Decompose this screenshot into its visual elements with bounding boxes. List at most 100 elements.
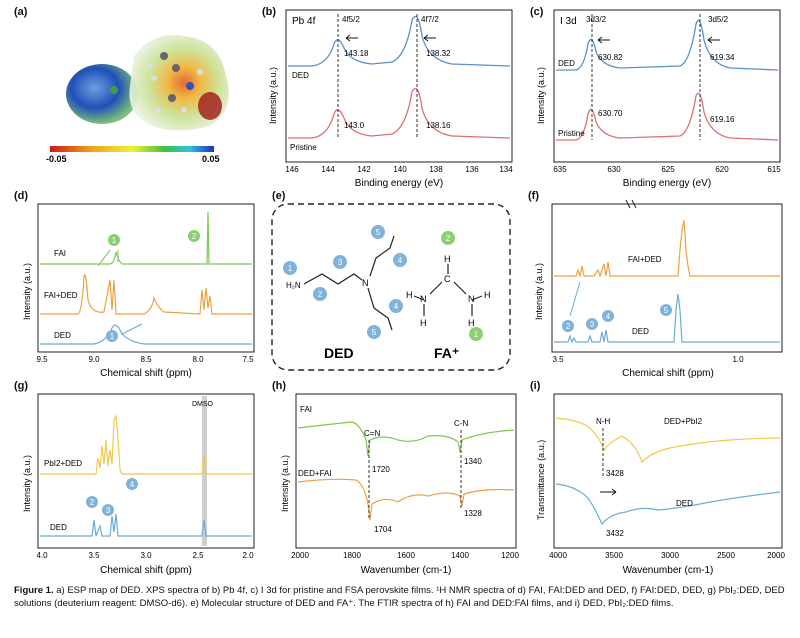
x-ticks: 2000 1800 1600 1400 1200 (291, 551, 519, 560)
x-tick: 3.5 (552, 355, 564, 364)
badge-4 (126, 478, 138, 490)
panel-h: (h) Intensity (a.u.) FAI DED+FAI C=N C-N… (272, 380, 522, 580)
shift-arrow-2 (707, 36, 720, 44)
x-ticks: 3.5 1.0 (552, 355, 744, 364)
pristine-value-1: 630.70 (598, 109, 623, 118)
peak-3432: 3432 (606, 529, 624, 538)
x-tick: 2000 (767, 551, 785, 560)
plot-frame (553, 9, 781, 163)
ded-trace-label: DED (676, 499, 693, 508)
shift-arrow-1 (597, 36, 610, 44)
esp-scale-min: -0.05 (46, 154, 67, 164)
ded-trace-label: DED (558, 59, 575, 68)
fa-n-right: N (468, 294, 475, 304)
ded-trace-label: DED (292, 71, 309, 80)
y-axis-label: Transmittance (a.u.) (536, 440, 546, 520)
badge-text: 5 (376, 228, 381, 237)
panel-e-label: (e) (272, 190, 286, 202)
panel-g: (g) DMSO Intensity (a.u.) PbI2+DED DED 2… (14, 380, 260, 580)
amine-group: H₂N (286, 281, 301, 290)
y-axis-label: Intensity (a.u.) (22, 455, 32, 512)
fa-h-right: H (484, 290, 491, 300)
panel-c-label: (c) (530, 6, 544, 18)
esp-map: -0.05 0.05 (46, 34, 229, 164)
nmr-d-chart: Intensity (a.u.) FAI FAI+DED DED 1 2 1 9… (22, 203, 255, 379)
x-tick: 3.0 (140, 551, 152, 560)
badge-text: 4 (394, 302, 399, 311)
panel-d: (d) Intensity (a.u.) FAI FAI+DED DED 1 2… (14, 190, 260, 380)
pristine-value-2: 619.16 (710, 115, 735, 124)
axis-break (625, 199, 637, 209)
panel-d-label: (d) (14, 190, 29, 202)
esp-scale-max: 0.05 (202, 154, 220, 164)
plot-frame (285, 9, 513, 163)
pbi-ded-trace (40, 413, 252, 475)
panel-b: (b) Pb 4f Intensity (a.u.) 4f5/2 4f7/2 1… (262, 4, 520, 190)
badge-text: 5 (664, 306, 669, 315)
peak-1328: 1328 (464, 509, 482, 518)
fai-trace (297, 421, 515, 457)
x-tick: 625 (661, 165, 675, 174)
ded-bonds (303, 235, 395, 331)
x-tick: 4.0 (36, 551, 48, 560)
x-axis-label: Wavenumber (cm-1) (623, 565, 714, 576)
atoms (110, 52, 203, 113)
panel-i-label: (i) (530, 380, 541, 392)
fai-ded-trace (554, 219, 780, 279)
badge-5-top (371, 225, 385, 239)
nh-label: N-H (596, 417, 610, 426)
shift-arrow-1 (345, 34, 358, 42)
x-tick: 2.0 (242, 551, 254, 560)
x-tick: 1200 (501, 551, 519, 560)
x-tick: 630 (607, 165, 621, 174)
fai-trace (40, 211, 252, 265)
esp-color-scale (50, 146, 214, 152)
fa-bonds (413, 264, 483, 316)
ded-pbi-trace (555, 417, 781, 464)
x-tick: 2.5 (192, 551, 204, 560)
fai-ded-trace-label: FAI+DED (44, 291, 78, 300)
x-tick: 3500 (605, 551, 623, 560)
fai-trace-label: FAI (54, 249, 66, 258)
x-tick: 8.5 (140, 355, 152, 364)
plot-frame (295, 393, 517, 549)
x-tick: 144 (321, 165, 335, 174)
panel-i: (i) Transmittance (a.u.) N-H 3428 3432 D… (530, 380, 788, 580)
plot-frame (551, 203, 783, 353)
badge-text: 2 (446, 234, 451, 243)
x-tick: 9.5 (36, 355, 48, 364)
badge-arrow-blue (121, 323, 143, 335)
badge-3 (333, 255, 347, 269)
ded-trace-label: DED (50, 523, 67, 532)
badge-text: 2 (566, 322, 571, 331)
x-tick: 2500 (717, 551, 735, 560)
fai-trace-label: FAI (300, 405, 312, 414)
fai-ded-trace (40, 274, 252, 315)
ded-value-1: 143.18 (344, 49, 369, 58)
badge-4-bottom (389, 299, 403, 313)
pristine-trace-label: Pristine (558, 129, 585, 138)
panel-a: (a) (14, 6, 250, 166)
x-tick: 138 (429, 165, 443, 174)
pristine-value-1: 143.0 (344, 121, 365, 130)
peak-1704: 1704 (374, 525, 392, 534)
x-ticks: 9.5 9.0 8.5 8.0 7.5 (36, 355, 254, 364)
ded-trace-label: DED (632, 327, 649, 336)
panel-g-label: (g) (14, 380, 29, 392)
fa-h-top: H (444, 254, 451, 264)
x-tick: 620 (715, 165, 729, 174)
pristine-spectrum (288, 87, 511, 139)
chart-title: I 3d (560, 16, 577, 27)
fa-molecule-name: FA⁺ (434, 345, 459, 361)
badge-2 (313, 287, 327, 301)
y-axis-label: Intensity (a.u.) (22, 263, 32, 320)
xps-pb-chart: Pb 4f Intensity (a.u.) 4f5/2 4f7/2 143.1… (268, 9, 513, 189)
y-axis-label: Intensity (a.u.) (280, 455, 290, 512)
panel-f: (f) Intensity (a.u.) FAI+DED DED 2 3 4 5… (528, 190, 788, 380)
x-axis-label: Chemical shift (ppm) (100, 368, 192, 379)
x-tick: 3.5 (88, 551, 100, 560)
peak1-label: 3d3/2 (586, 15, 607, 24)
ded-spectrum (288, 15, 511, 67)
panel-a-label: (a) (14, 6, 28, 18)
x-axis-label: Binding energy (eV) (623, 178, 711, 189)
